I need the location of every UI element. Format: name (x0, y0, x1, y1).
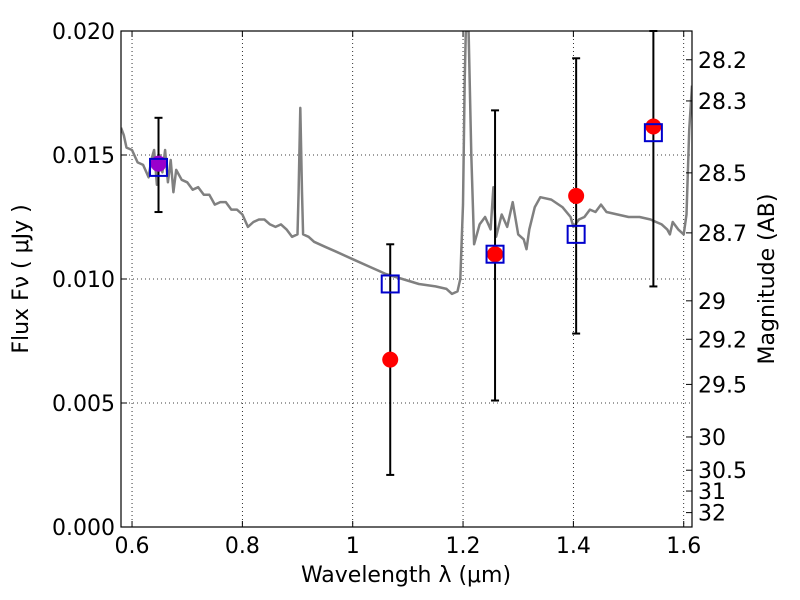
right-tick-label: 28.2 (698, 49, 747, 74)
spectrum-line (121, 31, 692, 296)
x-tick-label: 0.6 (115, 534, 150, 559)
right-tick-label: 29 (698, 290, 726, 315)
right-tick-label: 29.2 (698, 328, 747, 353)
x-tick-label: 1.2 (446, 534, 481, 559)
y-tick-label: 0.000 (52, 516, 115, 541)
right-tick-label: 29.5 (698, 373, 747, 398)
observed-point (487, 246, 504, 263)
spectrum-layer (121, 31, 692, 296)
observed-point (382, 351, 399, 368)
grid (121, 30, 692, 528)
x-tick-label: 1.4 (556, 534, 591, 559)
right-tick-label: 30.5 (698, 459, 747, 484)
right-tick-label: 32 (698, 502, 726, 527)
y-axis-label: Flux Fν ( μJy ) (9, 204, 34, 353)
observed-point (568, 187, 585, 204)
y-tick-label: 0.020 (52, 20, 115, 45)
model-point (485, 244, 505, 264)
x-tick-label: 1 (346, 534, 360, 559)
right-tick-label: 30 (698, 426, 726, 451)
model-point (380, 274, 400, 294)
y-tick-label: 0.010 (52, 268, 115, 293)
right-tick-label: 31 (698, 480, 726, 505)
y-axis-right-label: Magnitude (AB) (755, 194, 780, 365)
points-layer (149, 118, 663, 368)
x-tick-label: 0.8 (225, 534, 260, 559)
model-point (566, 224, 586, 244)
y-tick-label: 0.015 (52, 144, 115, 169)
x-axis-label: Wavelength λ (μm) (301, 563, 511, 588)
x-tick-label: 1.6 (666, 534, 701, 559)
right-tick-label: 28.7 (698, 222, 747, 247)
right-tick-label: 28.3 (698, 90, 747, 115)
ticks-layer: 0.6 0.8 1 1.2 1.4 1.6 0.000 0.005 0.010 0.015 0.02… (52, 20, 747, 559)
model-point (643, 123, 663, 143)
model-point (149, 157, 169, 177)
right-tick-label: 28.5 (698, 162, 747, 187)
observed-point (645, 118, 662, 135)
y-tick-label: 0.005 (52, 392, 115, 417)
